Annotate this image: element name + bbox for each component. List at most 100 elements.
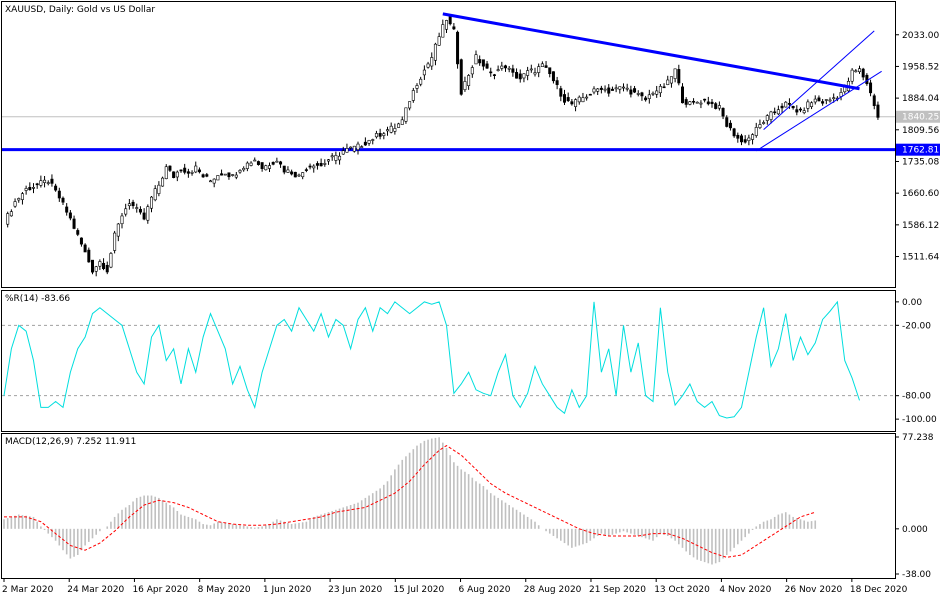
candle-body xyxy=(385,129,389,132)
candle-body xyxy=(839,92,843,97)
candle-body xyxy=(389,125,393,133)
candle-body xyxy=(205,174,209,177)
candle-body xyxy=(865,74,869,85)
candle-body xyxy=(175,171,179,178)
candle-body xyxy=(529,68,533,71)
time-tick-label: 8 May 2020 xyxy=(198,585,251,595)
candle-body xyxy=(142,212,146,220)
candle-body xyxy=(43,179,47,183)
candle-body xyxy=(393,128,397,132)
candle-body xyxy=(666,79,670,85)
candle-body xyxy=(769,111,773,120)
candle-body xyxy=(150,196,154,209)
candle-body xyxy=(810,102,814,107)
candle-body xyxy=(194,165,198,173)
candle-body xyxy=(695,101,699,104)
candle-body xyxy=(227,172,231,178)
candle-body xyxy=(629,89,633,95)
candle-body xyxy=(6,213,10,225)
candle-body xyxy=(212,178,216,184)
candle-body xyxy=(526,70,530,76)
candle-body xyxy=(197,169,201,173)
candle-body xyxy=(614,87,618,90)
candle-body xyxy=(647,94,651,99)
candle-body xyxy=(13,201,17,207)
candle-body xyxy=(28,186,32,191)
macd-signal-line xyxy=(4,445,816,558)
candle-body xyxy=(209,180,213,183)
candle-body xyxy=(754,127,758,136)
candle-body xyxy=(795,109,799,113)
time-tick-label: 15 Jul 2020 xyxy=(393,585,444,595)
candle-body xyxy=(124,208,128,215)
candle-body xyxy=(706,101,710,105)
candle-body xyxy=(168,165,172,171)
williams-r-title: %R(14) -83.66 xyxy=(5,294,70,304)
candle-body xyxy=(72,218,76,229)
candle-body xyxy=(304,169,308,171)
time-tick-label: 21 Sep 2020 xyxy=(589,585,646,595)
candle-body xyxy=(301,172,305,178)
candle-body xyxy=(24,188,28,191)
time-tick-label: 6 Aug 2020 xyxy=(459,585,511,595)
candle-body xyxy=(780,105,784,109)
candle-body xyxy=(433,43,437,61)
candle-body xyxy=(120,215,124,225)
candle-body xyxy=(116,223,120,237)
candle-body xyxy=(83,244,87,253)
time-tick-label: 23 Jun 2020 xyxy=(328,585,382,595)
price-tick-label: 2033.00 xyxy=(902,31,939,41)
candle-body xyxy=(618,86,622,90)
macd-tick-label: -38.00 xyxy=(902,570,931,580)
price-tick-label: 1958.52 xyxy=(902,62,939,72)
candle-body xyxy=(699,102,703,105)
candle-body xyxy=(430,57,434,67)
time-tick-label: 2 Mar 2020 xyxy=(2,585,54,595)
candle-body xyxy=(559,88,563,97)
candle-body xyxy=(592,88,596,93)
price-tick-label: 1884.04 xyxy=(902,94,939,104)
candle-body xyxy=(515,72,519,79)
candle-body xyxy=(290,171,294,175)
candle-body xyxy=(216,175,220,181)
candle-body xyxy=(798,108,802,111)
candle-body xyxy=(857,68,861,73)
candle-body xyxy=(562,94,566,103)
candle-body xyxy=(39,180,43,186)
candle-body xyxy=(548,67,552,75)
candle-body xyxy=(87,249,91,263)
candle-body xyxy=(135,207,139,209)
wr-tick-label: -20.00 xyxy=(902,321,931,331)
candle-body xyxy=(400,119,404,125)
candle-body xyxy=(183,167,187,173)
candle-body xyxy=(256,161,260,165)
candle-body xyxy=(511,68,515,73)
time-tick-label: 28 Aug 2020 xyxy=(524,585,582,595)
candle-body xyxy=(367,140,371,144)
candle-body xyxy=(444,20,448,30)
time-tick-label: 13 Oct 2020 xyxy=(654,585,710,595)
candle-body xyxy=(610,88,614,91)
candle-body xyxy=(286,169,290,173)
candle-body xyxy=(474,54,478,65)
candle-body xyxy=(382,133,386,136)
candle-body xyxy=(419,78,423,85)
candle-body xyxy=(109,253,113,268)
candle-body xyxy=(456,31,460,65)
candle-body xyxy=(91,259,95,273)
candle-body xyxy=(876,104,880,118)
candle-body xyxy=(492,74,496,76)
candle-body xyxy=(378,133,382,137)
candle-body xyxy=(621,86,625,89)
candle-body xyxy=(732,128,736,137)
williams-pane-border xyxy=(1,290,896,432)
candle-body xyxy=(164,166,168,179)
candle-body xyxy=(463,81,467,90)
candle-body xyxy=(566,97,570,102)
candle-body xyxy=(478,59,482,64)
candle-body xyxy=(323,163,327,165)
candle-body xyxy=(574,99,578,107)
candle-body xyxy=(588,93,592,96)
candle-body xyxy=(850,69,854,82)
